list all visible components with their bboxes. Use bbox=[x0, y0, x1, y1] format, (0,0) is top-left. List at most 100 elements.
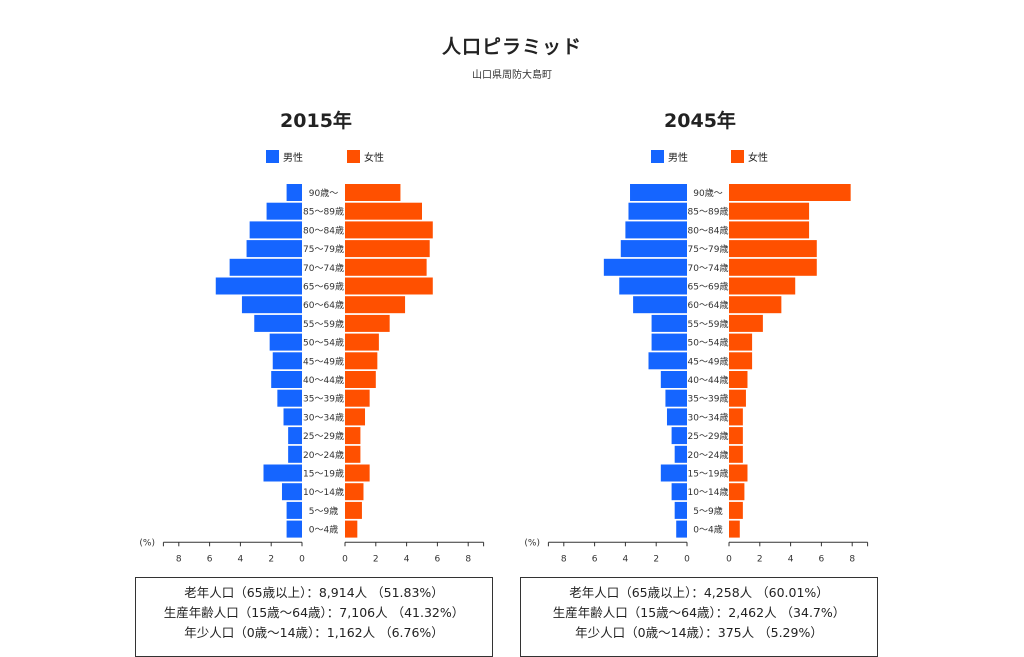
bar-male bbox=[286, 501, 302, 519]
bar-female bbox=[345, 333, 379, 351]
tick-label-female: 6 bbox=[435, 554, 441, 564]
bar-female bbox=[345, 501, 362, 519]
age-label: 30～34歳 bbox=[688, 411, 729, 423]
bar-female bbox=[729, 221, 810, 239]
bar-female bbox=[729, 408, 743, 426]
age-label: 40～44歳 bbox=[303, 374, 344, 386]
chart-title-2015: 2015年 bbox=[280, 110, 352, 132]
age-label: 10～14歳 bbox=[303, 486, 344, 498]
age-label: 15～19歳 bbox=[688, 468, 729, 480]
bar-male bbox=[271, 371, 302, 388]
age-label: 50～54歳 bbox=[303, 337, 344, 349]
bar-female bbox=[345, 296, 406, 314]
bar-male bbox=[671, 483, 687, 501]
bar-male bbox=[671, 427, 687, 445]
age-label: 35～39歳 bbox=[688, 393, 729, 405]
summary-box-2045: 老年人口（65歳以上）：4,258人 （60.01%） 生産年齢人口（15歳～6… bbox=[520, 577, 878, 657]
bar-female bbox=[345, 314, 390, 332]
tick-label-male: 6 bbox=[207, 554, 213, 564]
age-label: 85～89歳 bbox=[688, 206, 729, 218]
tick-label-male: 8 bbox=[561, 554, 567, 564]
bar-male bbox=[633, 296, 687, 314]
bar-female bbox=[345, 464, 370, 482]
age-label: 35～39歳 bbox=[303, 393, 344, 405]
bar-female bbox=[345, 445, 361, 463]
bar-male bbox=[660, 371, 687, 388]
age-label: 45～49歳 bbox=[303, 355, 344, 367]
tick-label-female: 8 bbox=[465, 554, 471, 564]
age-label: 55～59歳 bbox=[303, 318, 344, 330]
age-label: 65～69歳 bbox=[303, 281, 344, 293]
pyramid-chart-2015: 男性 女性90歳～85～89歳80～84歳75～79歳70～74歳65～69歳60… bbox=[139, 150, 485, 564]
bar-male bbox=[619, 277, 687, 295]
bar-female bbox=[729, 258, 817, 276]
bar-female bbox=[729, 445, 743, 463]
age-label: 55～59歳 bbox=[688, 318, 729, 330]
bar-male bbox=[281, 483, 302, 501]
legend-label-male: 男性 bbox=[283, 151, 303, 164]
tick-label-female: 2 bbox=[757, 554, 763, 564]
axis-unit-label: (%) bbox=[524, 538, 540, 548]
bar-female bbox=[729, 427, 743, 445]
tick-label-female: 4 bbox=[404, 554, 410, 564]
bar-male bbox=[288, 445, 302, 463]
bar-male bbox=[648, 352, 687, 370]
bar-male bbox=[254, 314, 302, 332]
bar-male bbox=[286, 184, 302, 201]
age-label: 40～44歳 bbox=[688, 374, 729, 386]
bar-female bbox=[345, 520, 358, 538]
bar-male bbox=[620, 240, 687, 258]
bar-male bbox=[249, 221, 302, 239]
tick-label-male: 2 bbox=[653, 554, 659, 564]
tick-label-male: 4 bbox=[238, 554, 244, 564]
age-label: 50～54歳 bbox=[688, 337, 729, 349]
age-label: 20～24歳 bbox=[303, 449, 344, 461]
bar-female bbox=[345, 202, 422, 220]
bar-male bbox=[272, 352, 302, 370]
bar-female bbox=[729, 202, 810, 220]
bar-female bbox=[729, 371, 748, 388]
bar-female bbox=[729, 389, 746, 407]
age-label: 25～29歳 bbox=[688, 430, 729, 442]
summary-working-age: 生産年齢人口（15歳～64歳）：2,462人 （34.7%） bbox=[552, 605, 846, 620]
bar-female bbox=[729, 277, 796, 295]
age-label: 75～79歳 bbox=[688, 243, 729, 255]
tick-label-female: 2 bbox=[373, 554, 379, 564]
age-label: 90歳～ bbox=[309, 187, 338, 199]
age-label: 25～29歳 bbox=[303, 430, 344, 442]
bar-male bbox=[283, 408, 302, 426]
bar-male bbox=[676, 520, 687, 538]
bar-female bbox=[729, 333, 753, 351]
bar-male bbox=[674, 445, 687, 463]
age-label: 80～84歳 bbox=[688, 224, 729, 236]
bar-female bbox=[729, 184, 851, 201]
legend-swatch-female bbox=[347, 150, 360, 163]
bar-male bbox=[625, 221, 687, 239]
bar-male bbox=[630, 184, 687, 201]
age-label: 5～9歳 bbox=[309, 505, 338, 517]
bar-female bbox=[345, 352, 378, 370]
tick-label-female: 8 bbox=[849, 554, 855, 564]
bar-male bbox=[266, 202, 302, 220]
summary-box-2015: 老年人口（65歳以上）：8,914人 （51.83%） 生産年齢人口（15歳～6… bbox=[135, 577, 493, 657]
bar-female bbox=[345, 240, 430, 258]
summary-working-age: 生産年齢人口（15歳～64歳）：7,106人 （41.32%） bbox=[163, 605, 465, 620]
tick-label-female: 0 bbox=[342, 554, 348, 564]
tick-label-female: 6 bbox=[819, 554, 825, 564]
summary-elderly: 老年人口（65歳以上）：8,914人 （51.83%） bbox=[184, 585, 444, 600]
tick-label-male: 0 bbox=[299, 554, 305, 564]
age-label: 0～4歳 bbox=[309, 524, 338, 536]
bar-female bbox=[345, 184, 401, 201]
tick-label-female: 4 bbox=[788, 554, 794, 564]
summary-youth: 年少人口（0歳～14歳）：375人 （5.29%） bbox=[575, 625, 823, 640]
bar-female bbox=[729, 464, 748, 482]
axis-unit-label: (%) bbox=[139, 538, 155, 548]
summary-elderly: 老年人口（65歳以上）：4,258人 （60.01%） bbox=[569, 585, 829, 600]
bar-female bbox=[729, 352, 753, 370]
bar-male bbox=[286, 520, 302, 538]
tick-label-male: 8 bbox=[176, 554, 182, 564]
bar-female bbox=[345, 277, 433, 295]
bar-male bbox=[660, 464, 687, 482]
summary-youth: 年少人口（0歳～14歳）：1,162人 （6.76%） bbox=[184, 625, 444, 640]
bar-male bbox=[628, 202, 687, 220]
